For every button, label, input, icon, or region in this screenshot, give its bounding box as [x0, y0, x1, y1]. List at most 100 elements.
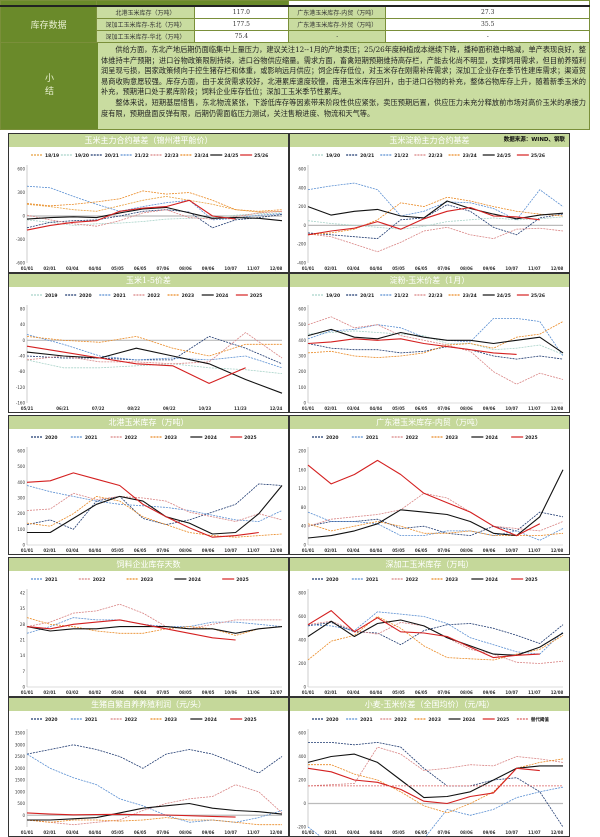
y-tick-label: 0: [303, 401, 306, 406]
y-tick-label: 500: [17, 801, 25, 806]
chart-panel: 广东港玉米库存-内贸（万吨） 2020 2021 2022 2023 2024 2025 20…: [289, 415, 570, 555]
x-tick-label: 05/05: [392, 830, 405, 835]
legend-label: 22/23: [165, 153, 179, 159]
x-tick-label: 12/08: [551, 548, 564, 553]
legend-label: 2020: [326, 577, 339, 583]
x-tick-label: 12/08: [551, 406, 564, 411]
chart-title-text: 小麦-玉米价差（全国均价）（元/吨）: [364, 700, 495, 709]
legend-label: 2025: [244, 435, 257, 441]
cell-value: 35.5: [385, 17, 590, 31]
series-line-20-21: [307, 204, 564, 239]
cell-label: 广东港玉米库存-内贸（万吨）: [288, 5, 387, 19]
x-tick-label: 06/05: [134, 266, 147, 271]
cell-label: 深加工玉米库存-华北（万吨）: [96, 30, 195, 44]
y-tick-label: 200: [298, 449, 306, 454]
x-tick-label: 06/05: [415, 266, 428, 271]
y-tick-label: 120: [298, 486, 306, 491]
y-tick-label: 300: [17, 496, 25, 501]
x-tick-label: 09/06: [202, 830, 215, 835]
x-tick-label: 08/06: [179, 266, 192, 271]
x-tick-label: 12/08: [551, 266, 564, 271]
legend-label: 23/24: [463, 153, 477, 159]
x-tick-label: 01/01: [302, 548, 315, 553]
legend-label: 21/22: [135, 153, 149, 159]
x-tick-label: 04/04: [370, 830, 383, 835]
x-tick-label: 09/06: [483, 830, 496, 835]
y-tick-label: 400: [17, 480, 25, 485]
x-tick-label: 03/04: [347, 406, 360, 411]
y-tick-label: -400: [297, 261, 307, 266]
series-line-2021: [307, 786, 564, 836]
legend-label: 20/21: [360, 153, 374, 159]
series-line-19-20: [307, 216, 564, 230]
chart-panel: 生猪自繁自养养殖利润（元/头） 2020 2021 2022 2023 2024 2025 3…: [8, 697, 289, 837]
chart-title: 淀粉-玉米价差（1月）: [290, 274, 569, 287]
legend-label: 2022: [406, 577, 419, 583]
cell-value: 177.5: [193, 17, 290, 31]
legend-label: 2022: [93, 577, 106, 583]
y-tick-label: 600: [298, 731, 306, 736]
series-line-2023: [26, 336, 282, 357]
series-line-2020: [308, 741, 564, 828]
chart-title: 生猪自繁自养养殖利润（元/头）: [9, 698, 288, 711]
x-tick-label: 12/08: [551, 690, 564, 695]
y-tick-label: 400: [298, 338, 306, 343]
legend-label: 25/26: [531, 293, 545, 299]
x-tick-label: 07/05: [157, 690, 170, 695]
x-tick-label: 03/04: [347, 548, 360, 553]
line-chart: 2021 2022 2023 2024 2025 42 35 28 21 14 7 001/01 02/…: [20, 577, 283, 695]
x-tick-label: 11/07: [528, 548, 541, 553]
legend-label: 24/25: [224, 153, 238, 159]
x-tick-label: 08/06: [179, 548, 192, 553]
x-tick-label: 03/04: [66, 266, 79, 271]
x-tick-label: 05/05: [392, 266, 405, 271]
x-tick-label: 06/05: [415, 406, 428, 411]
legend-label: 2020: [326, 717, 339, 723]
chart-title-text: 淀粉-玉米价差（1月）: [389, 276, 470, 285]
x-tick-label: 05/05: [392, 690, 405, 695]
y-tick-label: 0: [303, 801, 306, 806]
legend-label: 2022: [394, 717, 407, 723]
x-tick-label: 09/06: [202, 548, 215, 553]
legend-label: 21/22: [394, 293, 408, 299]
x-tick-label: 10/07: [224, 830, 237, 835]
y-tick-label: 200: [298, 778, 306, 783]
legend-label: 2025: [525, 577, 538, 583]
legend-label: 19/20: [75, 153, 89, 159]
x-tick-label: 12/08: [270, 266, 283, 271]
x-tick-label: 07/06: [157, 266, 170, 271]
x-tick-label: 07/06: [157, 830, 170, 835]
y-tick-label: 3000: [15, 742, 26, 747]
x-tick-label: 06/04: [134, 690, 147, 695]
series-line-20-21: [307, 343, 564, 360]
x-tick-label: 04/04: [89, 830, 102, 835]
legend-label: 替代阈值: [531, 716, 549, 723]
chart-title: 饲料企业库存天数: [9, 558, 288, 571]
y-tick-label: 0: [22, 813, 25, 818]
x-tick-label: 06/05: [415, 548, 428, 553]
legend-label: 2025: [236, 577, 249, 583]
x-tick-label: 04/04: [89, 266, 102, 271]
y-tick-label: 7: [22, 669, 25, 674]
y-tick-label: 300: [17, 190, 25, 195]
y-tick-label: 0: [303, 543, 306, 548]
y-tick-label: 400: [298, 754, 306, 759]
y-tick-label: 600: [17, 167, 25, 172]
cell-value: -: [385, 30, 590, 44]
series-line-18-19: [26, 196, 283, 213]
legend-label: 25/26: [254, 153, 268, 159]
legend-label: 24/25: [497, 293, 511, 299]
series-line-2019: [26, 359, 283, 374]
x-tick-label: 11/07: [528, 690, 541, 695]
x-tick-label: 02/01: [43, 830, 56, 835]
series-line-24-25: [26, 206, 283, 222]
x-tick-label: 08/06: [460, 690, 473, 695]
x-tick-label: 07/06: [438, 548, 451, 553]
legend-label: 2024: [463, 717, 476, 723]
cell-label: 深加工玉米库存-东北（万吨）: [96, 17, 195, 31]
y-tick-label: 200: [298, 369, 306, 374]
legend-label: 2023: [446, 435, 459, 441]
y-tick-label: 40: [20, 322, 26, 327]
x-tick-label: 03/04: [66, 830, 79, 835]
x-tick-label: 03/04: [347, 266, 360, 271]
